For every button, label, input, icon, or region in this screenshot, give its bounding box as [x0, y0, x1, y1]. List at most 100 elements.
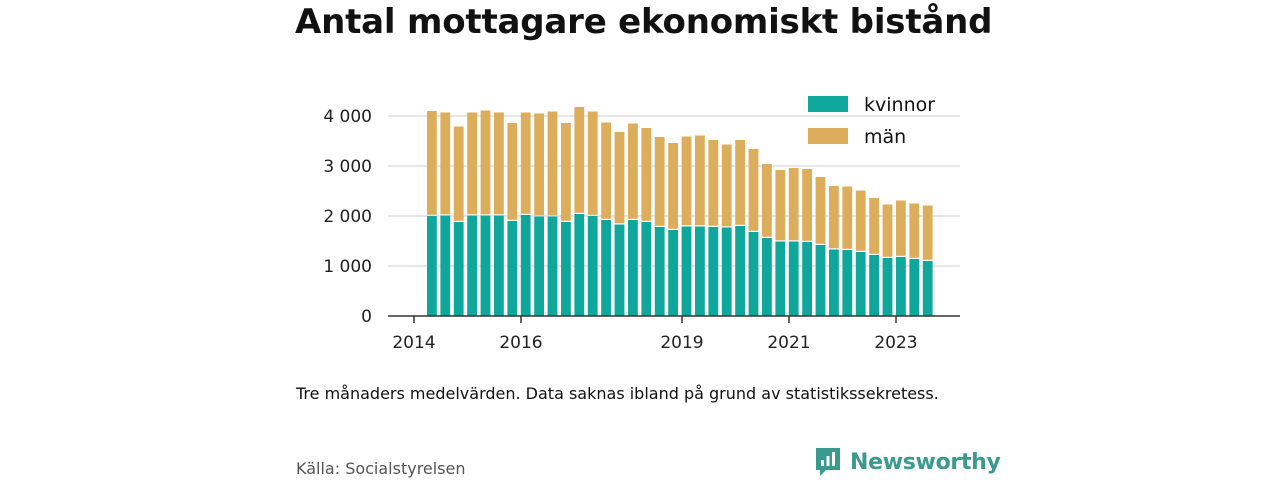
- legend-swatch-kvinnor: [808, 96, 848, 112]
- bar-man: [788, 168, 799, 241]
- bar-kvinnor: [829, 249, 839, 316]
- y-tick-label: 4 000: [323, 107, 372, 127]
- bar-man: [668, 143, 678, 229]
- bar-kvinnor: [721, 227, 732, 316]
- bar-kvinnor: [453, 222, 464, 316]
- bar-kvinnor: [909, 259, 920, 316]
- chart-title: Antal mottagare ekonomiskt bistånd: [295, 2, 993, 42]
- bar-kvinnor: [440, 215, 451, 316]
- bar-man: [614, 132, 625, 224]
- source-text: Källa: Socialstyrelsen: [296, 459, 466, 478]
- y-tick-label: 2 000: [323, 207, 372, 227]
- x-tick-label: 2023: [874, 333, 917, 353]
- bar-kvinnor: [762, 238, 772, 316]
- bar-kvinnor: [681, 226, 692, 316]
- bar-man: [574, 107, 585, 213]
- bar-man: [842, 186, 853, 249]
- newsworthy-logo[interactable]: Newsworthy: [814, 446, 1001, 478]
- bar-kvinnor: [869, 255, 879, 316]
- bar-man: [641, 128, 652, 221]
- bar-kvinnor: [628, 220, 638, 316]
- bar-man: [427, 111, 437, 215]
- bar-man: [815, 177, 826, 244]
- bar-kvinnor: [601, 220, 611, 316]
- bar-man: [681, 136, 692, 226]
- bar-man: [748, 149, 759, 231]
- bar-kvinnor: [695, 226, 705, 316]
- y-axis-ticks: 0 1 000 2 000 3 000 4 000: [323, 107, 372, 327]
- bar-man: [561, 123, 571, 221]
- y-tick-label: 0: [361, 307, 372, 327]
- x-tick-label: 2019: [660, 333, 703, 353]
- bar-kvinnor: [788, 241, 799, 316]
- bar-kvinnor: [480, 215, 491, 316]
- bar-man: [520, 112, 531, 214]
- bar-kvinnor: [520, 215, 531, 316]
- x-tick-label: 2021: [767, 333, 810, 353]
- bar-kvinnor: [494, 215, 504, 316]
- bar-man: [896, 200, 906, 256]
- legend: kvinnor män: [808, 94, 935, 148]
- x-tick-label: 2014: [392, 333, 435, 353]
- bar-kvinnor: [467, 215, 477, 316]
- bar-man: [775, 170, 786, 241]
- bar-man: [601, 122, 611, 219]
- bar-kvinnor: [427, 216, 437, 316]
- x-tick-label: 2016: [499, 333, 542, 353]
- bar-man: [494, 112, 504, 215]
- bar-man: [922, 205, 933, 260]
- bar-man: [735, 140, 745, 225]
- bar-kvinnor: [802, 242, 812, 316]
- bar-kvinnor: [842, 250, 853, 316]
- bar-kvinnor: [641, 222, 652, 316]
- bar-kvinnor: [654, 227, 665, 316]
- bar-man: [802, 169, 812, 241]
- bar-kvinnor: [574, 214, 585, 316]
- newsworthy-logo-icon: [816, 448, 840, 476]
- chart-note: Tre månaders medelvärden. Data saknas ib…: [296, 384, 939, 403]
- bar-kvinnor: [708, 227, 719, 316]
- legend-label-kvinnor: kvinnor: [864, 94, 935, 116]
- bar-kvinnor: [775, 241, 786, 316]
- bar-kvinnor: [534, 216, 544, 316]
- bar-kvinnor: [855, 252, 866, 316]
- bar-kvinnor: [561, 222, 571, 316]
- bar-kvinnor: [614, 224, 625, 316]
- bar-man: [507, 123, 518, 220]
- bar-man: [467, 112, 477, 215]
- bar-man: [829, 186, 839, 249]
- bar-man: [654, 137, 665, 226]
- bar-kvinnor: [815, 245, 826, 316]
- brand-name: Newsworthy: [850, 449, 1001, 475]
- bar-kvinnor: [547, 216, 558, 316]
- bar-man: [440, 112, 451, 215]
- bar-kvinnor: [507, 221, 518, 316]
- bar-kvinnor: [882, 258, 893, 316]
- bar-kvinnor: [587, 216, 598, 316]
- bar-man: [762, 164, 772, 237]
- bar-man: [628, 123, 638, 219]
- bar-kvinnor: [735, 226, 745, 316]
- bar-kvinnor: [922, 261, 933, 316]
- bar-man: [909, 203, 920, 258]
- bar-man: [534, 113, 544, 216]
- bar-man: [453, 126, 464, 221]
- bar-man: [587, 111, 598, 215]
- bar-man: [695, 135, 705, 226]
- bar-man: [882, 204, 893, 257]
- bar-kvinnor: [748, 232, 759, 316]
- bar-man: [855, 190, 866, 251]
- x-axis-ticks: 2014 2016 2019 2021 2023: [392, 316, 918, 353]
- legend-label-man: män: [864, 126, 906, 148]
- bars: [427, 107, 933, 316]
- bar-man: [708, 140, 719, 226]
- bar-man: [869, 198, 879, 254]
- y-tick-label: 1 000: [323, 257, 372, 277]
- bar-man: [480, 110, 491, 215]
- legend-swatch-man: [808, 128, 848, 144]
- bar-kvinnor: [668, 230, 678, 316]
- y-tick-label: 3 000: [323, 157, 372, 177]
- bar-man: [547, 111, 558, 216]
- bar-man: [721, 144, 732, 227]
